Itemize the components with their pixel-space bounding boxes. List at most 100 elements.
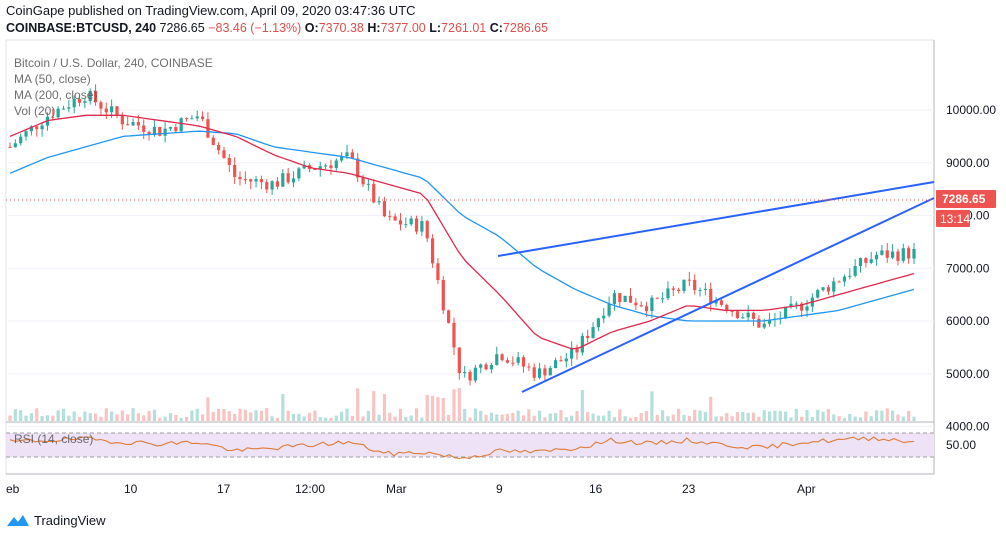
volume-bar <box>527 409 531 421</box>
candle-body <box>901 248 905 261</box>
ohlc-open: O:7370.38 <box>304 21 364 35</box>
volume-bar <box>211 411 215 421</box>
volume-bar <box>350 415 354 421</box>
volume-bar <box>816 409 820 421</box>
volume-bar <box>757 416 761 421</box>
candle-body <box>853 266 857 276</box>
candle-body <box>500 354 504 361</box>
candle-body <box>848 275 852 277</box>
volume-bar <box>179 417 183 421</box>
volume-bar <box>83 411 87 421</box>
volume-bar <box>489 412 494 421</box>
volume-bar <box>227 411 231 421</box>
volume-bar <box>372 390 376 421</box>
candle-body <box>644 306 649 312</box>
volume-bar <box>430 395 435 421</box>
volume-bar <box>778 410 782 421</box>
candle-body <box>532 367 536 378</box>
candle-body <box>757 318 761 328</box>
candle-body <box>8 146 12 148</box>
candle-body <box>505 360 510 363</box>
volume-bar <box>420 417 424 421</box>
volume-bar <box>660 410 665 421</box>
candle-body <box>238 176 242 180</box>
x-tick-label: 23 <box>682 482 696 496</box>
candle-body <box>548 368 552 376</box>
candle-body <box>735 311 740 319</box>
candle-body <box>329 165 333 169</box>
volume-bar <box>682 414 686 421</box>
volume-bar <box>532 415 536 421</box>
candle-body <box>147 131 151 135</box>
candle-body <box>179 118 183 132</box>
candle-body <box>275 181 280 187</box>
candle-body <box>361 177 365 185</box>
candle-body <box>104 108 108 113</box>
candle-body <box>286 173 290 183</box>
candle-body <box>430 238 435 264</box>
volume-bar <box>885 408 889 421</box>
candle-body <box>51 116 55 118</box>
candle-body <box>596 318 601 328</box>
candle-body <box>67 107 71 109</box>
candle-body <box>83 101 87 103</box>
candle-body <box>767 319 772 324</box>
volume-bar <box>190 410 194 421</box>
volume-bar <box>639 413 643 421</box>
volume-bar <box>725 413 729 421</box>
footer-brand[interactable]: TradingView <box>6 512 106 528</box>
candle-body <box>40 125 44 130</box>
volume-bar <box>222 409 226 421</box>
legend-vol[interactable]: Vol (20) <box>14 104 56 118</box>
candle-body <box>612 293 617 304</box>
candle-body <box>543 368 547 376</box>
volume-bar <box>591 413 595 421</box>
candle-body <box>302 165 306 169</box>
countdown-tag-bg <box>936 210 970 227</box>
candle-body <box>874 254 879 260</box>
candle-body <box>233 164 237 177</box>
candle-body <box>436 263 440 280</box>
candle-body <box>425 221 429 239</box>
candle-body <box>452 322 456 348</box>
candle-body <box>719 300 724 305</box>
candle-body <box>639 305 643 307</box>
change-value: −83.46 (−1.13%) <box>208 21 302 35</box>
volume-bar <box>152 409 157 421</box>
candle-body <box>832 281 836 292</box>
candle-body <box>725 304 729 311</box>
volume-bar <box>72 411 76 421</box>
volume-bar <box>345 408 349 421</box>
legend-ma50[interactable]: MA (50, close) <box>14 72 91 86</box>
candle-body <box>457 347 461 374</box>
volume-bar <box>543 417 547 421</box>
legend-ma200[interactable]: MA (200, close) <box>14 88 98 102</box>
candle-body <box>110 106 114 113</box>
volume-bar <box>602 415 606 421</box>
symbol[interactable]: COINBASE:BTCUSD, 240 <box>6 21 157 35</box>
candle-body <box>858 258 863 267</box>
volume-bar <box>537 410 542 421</box>
volume-bar <box>735 412 740 421</box>
volume-bar <box>901 416 905 421</box>
candle-body <box>211 137 215 146</box>
y-tick-label: 6000.00 <box>946 314 990 328</box>
volume-bar <box>206 397 210 421</box>
volume-bar <box>511 412 515 421</box>
volume-bar <box>719 416 724 421</box>
volume-bar <box>29 413 33 421</box>
legend-rsi[interactable]: RSI (14, close) <box>14 432 94 446</box>
volume-bar <box>607 410 611 421</box>
volume-bar <box>623 416 627 421</box>
volume-bar <box>334 415 338 421</box>
candle-body <box>891 251 895 258</box>
candle-body <box>907 248 911 259</box>
candle-body <box>158 126 162 136</box>
candle-body <box>120 115 124 125</box>
volume-bar <box>826 408 831 421</box>
candle-body <box>575 347 579 353</box>
candle-body <box>77 98 82 103</box>
candle-body <box>784 306 788 319</box>
volume-bar <box>896 414 900 421</box>
